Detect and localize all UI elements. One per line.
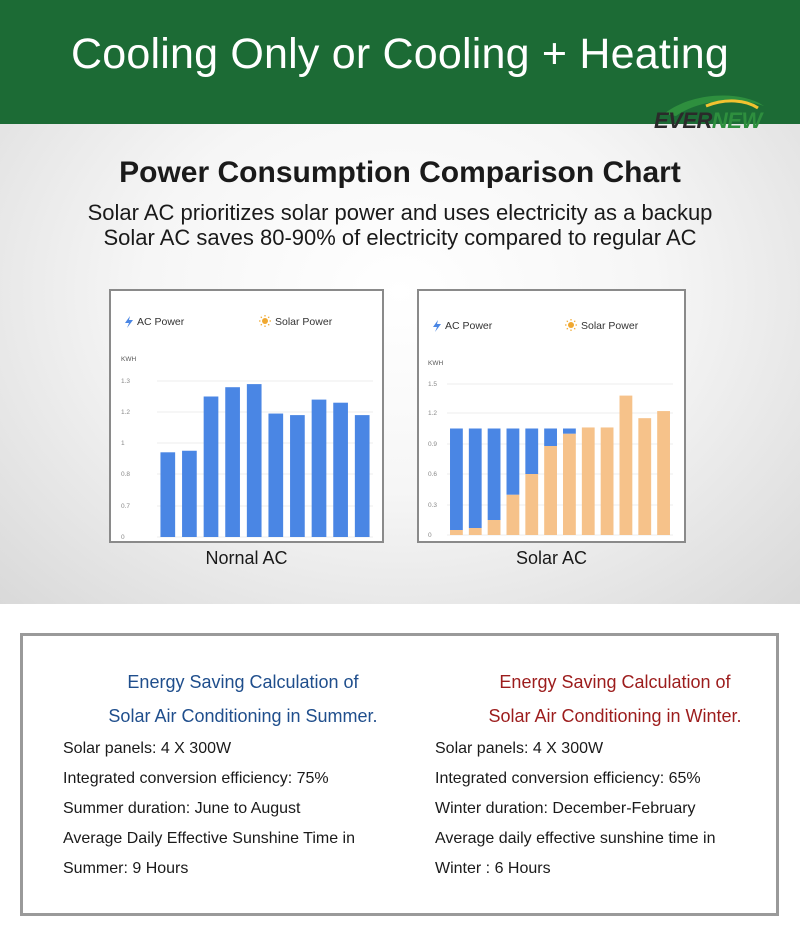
ac-power-bar: [563, 428, 576, 434]
ac-power-bar: [506, 428, 520, 495]
legend-ac-power: AC Power: [445, 320, 493, 332]
winter-line: Integrated conversion efficiency: 65%: [435, 770, 701, 787]
solar-power-bar: [619, 395, 633, 535]
y-tick-label: 0: [121, 534, 125, 541]
solar-power-bar: [487, 520, 501, 535]
solar-power-bar: [450, 530, 463, 535]
winter-line: Winter duration: December-February: [435, 800, 696, 817]
solar-power-bar: [544, 446, 557, 535]
y-tick-label: 1.2: [121, 409, 130, 416]
solar-power-bar: [600, 427, 614, 535]
y-axis-label: KWH: [428, 360, 443, 367]
brand-logo: EVERNEW: [646, 92, 772, 140]
lightning-icon: [125, 316, 133, 328]
solar-power-bar: [563, 433, 576, 535]
logo-swoosh-icon: [664, 95, 764, 116]
ac-power-bar: [354, 415, 370, 537]
y-tick-label: 0.6: [428, 471, 437, 478]
summer-heading-1: Energy Saving Calculation of: [127, 672, 359, 692]
y-tick-label: 0.7: [121, 503, 130, 510]
normal-ac-chart-svg: AC Power Solar Power KWH 1.3 1.2 1 0.8 0.7 0: [121, 315, 373, 541]
y-tick-label: 0.3: [428, 502, 437, 509]
ac-power-bar: [160, 452, 176, 537]
sun-icon: [259, 315, 271, 327]
ac-power-bar: [333, 402, 348, 537]
y-tick-label: 1.3: [121, 378, 130, 385]
summer-line: Average Daily Effective Sunshine Time in: [63, 830, 356, 847]
winter-heading-2: Solar Air Conditioning in Winter.: [488, 706, 742, 726]
ac-power-bar: [225, 387, 240, 537]
solar-power-bar: [638, 418, 652, 535]
solar-ac-chart: AC Power Solar Power KWH 1.5 1.2 0.9 0.6 0.3 0: [417, 289, 686, 543]
summer-line: Solar panels: 4 X 300W: [63, 740, 232, 757]
winter-line: Average daily effective sunshine time in: [435, 830, 716, 847]
page-title: Cooling Only or Cooling + Heating: [71, 30, 729, 78]
sun-icon: [565, 319, 577, 331]
intro-line-1: Solar AC prioritizes solar power and use…: [87, 200, 713, 225]
ac-power-bar: [203, 396, 219, 537]
solar-ac-chart-svg: AC Power Solar Power KWH 1.5 1.2 0.9 0.6 0.3 0: [428, 319, 673, 539]
legend-solar-power: Solar Power: [275, 316, 333, 328]
ac-power-bar: [525, 428, 539, 474]
ac-power-bar: [311, 399, 327, 537]
y-tick-label: 1: [121, 440, 125, 447]
solar-power-bar: [657, 411, 670, 535]
ac-power-bar: [468, 428, 482, 528]
solar-power-bar: [468, 528, 482, 535]
normal-ac-chart: AC Power Solar Power KWH 1.3 1.2 1 0.8 0.7 0: [109, 289, 384, 543]
ac-power-bar: [268, 413, 284, 537]
header-banner: Cooling Only or Cooling + Heating: [0, 0, 800, 124]
legend-solar-power: Solar Power: [581, 320, 639, 332]
ac-power-bar: [544, 428, 557, 446]
legend-ac-power: AC Power: [137, 316, 185, 328]
y-tick-label: 0.8: [121, 471, 130, 478]
y-axis-label: KWH: [121, 356, 136, 363]
solar-power-bar: [525, 474, 539, 535]
solar-power-bar: [581, 427, 595, 535]
summer-heading-2: Solar Air Conditioning in Summer.: [108, 706, 378, 726]
lightning-icon: [433, 320, 441, 332]
winter-line: Solar panels: 4 X 300W: [435, 740, 604, 757]
logo-text: EVERNEW: [654, 108, 762, 133]
y-tick-label: 1.2: [428, 410, 437, 417]
energy-saving-box: Energy Saving Calculation of Solar Air C…: [20, 633, 779, 916]
ac-power-bar: [450, 428, 463, 530]
intro-line-2: Solar AC saves 80-90% of electricity com…: [103, 225, 697, 250]
winter-heading-1: Energy Saving Calculation of: [499, 672, 731, 692]
normal-ac-caption: Nornal AC: [205, 548, 288, 568]
y-tick-label: 1.5: [428, 381, 437, 388]
solar-power-bar: [506, 494, 520, 535]
ac-power-bar: [290, 415, 305, 537]
summer-line: Integrated conversion efficiency: 75%: [63, 770, 329, 787]
summer-line: Summer duration: June to August: [63, 800, 301, 817]
y-tick-label: 0.9: [428, 441, 437, 448]
comparison-title: Power Consumption Comparison Chart: [119, 156, 681, 189]
winter-line: Winter : 6 Hours: [435, 860, 551, 877]
ac-power-bar: [487, 428, 501, 520]
ac-power-bar: [246, 384, 262, 537]
ac-power-bar: [182, 450, 197, 537]
solar-ac-caption: Solar AC: [515, 548, 588, 568]
y-tick-label: 0: [428, 532, 432, 539]
summer-line: Summer: 9 Hours: [63, 860, 189, 877]
